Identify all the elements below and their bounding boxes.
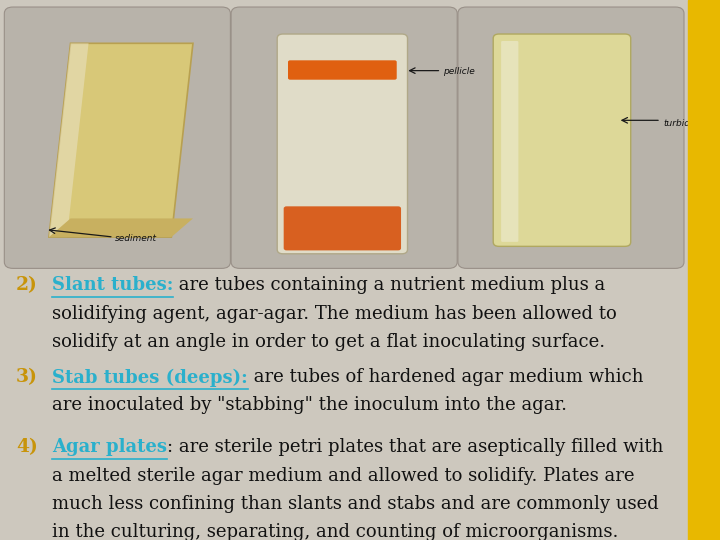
Text: sediment: sediment <box>115 234 157 243</box>
FancyBboxPatch shape <box>231 7 457 268</box>
Text: are tubes of hardened agar medium which: are tubes of hardened agar medium which <box>248 368 643 386</box>
FancyBboxPatch shape <box>493 34 631 246</box>
FancyBboxPatch shape <box>501 41 518 242</box>
Text: 4): 4) <box>16 438 37 456</box>
FancyBboxPatch shape <box>458 7 684 268</box>
Text: are tubes containing a nutrient medium plus a: are tubes containing a nutrient medium p… <box>174 276 606 294</box>
Text: 2): 2) <box>16 276 37 294</box>
Polygon shape <box>49 218 193 237</box>
Text: Agar plates: Agar plates <box>52 438 167 456</box>
Text: much less confining than slants and stabs and are commonly used: much less confining than slants and stab… <box>52 495 659 512</box>
Text: pellicle: pellicle <box>444 68 475 76</box>
FancyBboxPatch shape <box>288 60 397 80</box>
Bar <box>688 0 720 540</box>
Text: solidifying agent, agar-agar. The medium has been allowed to: solidifying agent, agar-agar. The medium… <box>52 305 616 322</box>
Text: a melted sterile agar medium and allowed to solidify. Plates are: a melted sterile agar medium and allowed… <box>52 467 634 484</box>
FancyBboxPatch shape <box>284 206 401 251</box>
Text: Slant tubes:: Slant tubes: <box>52 276 174 294</box>
FancyBboxPatch shape <box>277 34 408 254</box>
Polygon shape <box>49 43 193 237</box>
Text: Stab tubes (deeps):: Stab tubes (deeps): <box>52 368 248 387</box>
Text: solidify at an angle in order to get a flat inoculating surface.: solidify at an angle in order to get a f… <box>52 333 605 350</box>
Text: turbidity: turbidity <box>663 118 701 127</box>
FancyBboxPatch shape <box>4 7 230 268</box>
Text: in the culturing, separating, and counting of microorganisms.: in the culturing, separating, and counti… <box>52 523 618 540</box>
Text: : are sterile petri plates that are aseptically filled with: : are sterile petri plates that are asep… <box>167 438 663 456</box>
Polygon shape <box>49 43 89 237</box>
Text: are inoculated by "stabbing" the inoculum into the agar.: are inoculated by "stabbing" the inoculu… <box>52 396 567 414</box>
Text: 3): 3) <box>16 368 37 386</box>
